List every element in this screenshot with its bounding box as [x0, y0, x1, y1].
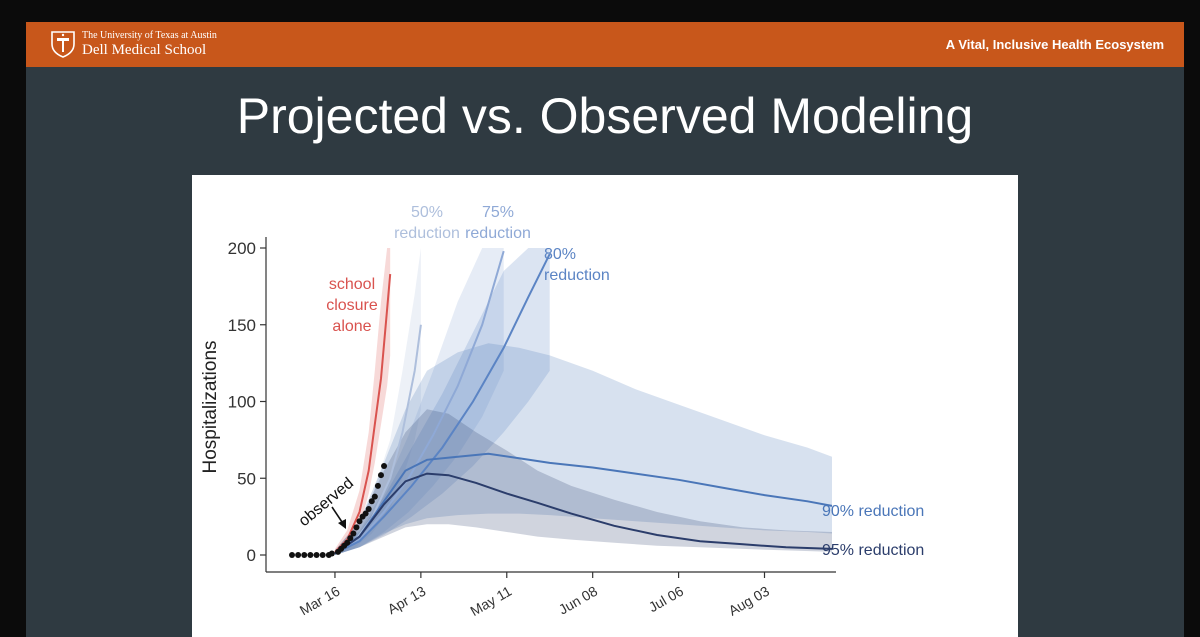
y-tick-label-50: 50 — [237, 469, 256, 488]
observed-point — [289, 552, 295, 558]
observed-point — [365, 505, 372, 512]
observed-point — [319, 552, 326, 558]
label-school-closure-alone: school closure alone — [326, 276, 378, 335]
y-tick-label-200: 200 — [228, 239, 256, 258]
y-tick-label-0: 0 — [247, 546, 256, 565]
x-tick-label-jun-08: Jun 08 — [556, 583, 601, 618]
university-name: The University of Texas at Austin — [82, 30, 217, 41]
band-90-reduction — [335, 343, 832, 555]
x-tick-label-mar-16: Mar 16 — [297, 583, 343, 619]
series-lines — [334, 250, 833, 555]
observed-point — [368, 498, 375, 505]
label-75-reduction: 75% reduction — [465, 204, 531, 242]
label-80-reduction: 80% reduction — [544, 246, 610, 284]
observed-point — [374, 482, 381, 489]
observed-point — [313, 552, 320, 558]
header-banner: The University of Texas at Austin Dell M… — [26, 22, 1184, 67]
band-95-reduction — [335, 409, 832, 555]
label-line: 75% — [482, 204, 514, 221]
x-tick-label-may-11: May 11 — [467, 583, 514, 619]
label-90-reduction: 90% reduction — [822, 503, 924, 520]
chart-figure: 0 50 100 150 200 Mar 16 Apr 13 May 11 Jun 08 Jul … — [192, 175, 1018, 637]
y-tick-label-150: 150 — [228, 316, 256, 335]
observed-point — [344, 539, 351, 546]
band-school-closure-alone — [335, 248, 391, 554]
observed-point — [356, 518, 363, 525]
y-tick-label-100: 100 — [228, 393, 256, 412]
line-90-reduction — [334, 452, 833, 555]
university-seal-icon — [51, 31, 75, 58]
observed-point — [328, 550, 335, 557]
observed-label: observed — [296, 475, 357, 530]
line-95-reduction — [334, 472, 833, 555]
school-name: Dell Medical School — [82, 42, 207, 58]
observed-point — [350, 530, 357, 537]
label-line: alone — [332, 318, 371, 335]
observed-point — [377, 472, 384, 479]
line-80-reduction — [334, 253, 551, 555]
label-line: school — [329, 276, 375, 293]
line-school-closure-alone — [334, 274, 392, 553]
line-75-reduction — [334, 250, 505, 555]
observed-point — [347, 535, 354, 542]
observed-point — [362, 510, 369, 517]
label-50-reduction: 50% reduction — [394, 204, 460, 242]
band-75-reduction — [335, 248, 504, 555]
label-line: 90% reduction — [822, 503, 924, 520]
x-tick-label-apr-13: Apr 13 — [385, 583, 429, 618]
label-line: 80% — [544, 246, 576, 263]
observed-point — [295, 552, 302, 558]
observed-point — [307, 552, 314, 558]
y-axis-label: Hospitalizations — [200, 340, 221, 473]
header-tagline: A Vital, Inclusive Health Ecosystem — [945, 37, 1164, 52]
observed-point — [353, 524, 360, 531]
slide-title: Projected vs. Observed Modeling — [236, 88, 974, 144]
label-line: reduction — [544, 267, 610, 284]
observed-points — [289, 462, 388, 558]
label-95-reduction: 95% reduction — [822, 542, 924, 559]
label-line: reduction — [465, 225, 531, 242]
slide: The University of Texas at Austin Dell M… — [26, 22, 1184, 637]
observed-arrow-head — [338, 519, 346, 529]
label-line: reduction — [394, 225, 460, 242]
chart-svg: 0 50 100 150 200 Mar 16 Apr 13 May 11 Jun 08 Jul … — [200, 204, 924, 619]
band-80-reduction — [335, 248, 550, 555]
observed-point — [301, 552, 308, 558]
label-line: 95% reduction — [822, 542, 924, 559]
observed-point — [381, 462, 388, 469]
observed-point — [371, 493, 378, 500]
x-tick-label-jul-06: Jul 06 — [646, 583, 687, 616]
label-line: closure — [326, 297, 378, 314]
x-tick-label-aug-03: Aug 03 — [726, 583, 773, 619]
label-line: 50% — [411, 204, 443, 221]
